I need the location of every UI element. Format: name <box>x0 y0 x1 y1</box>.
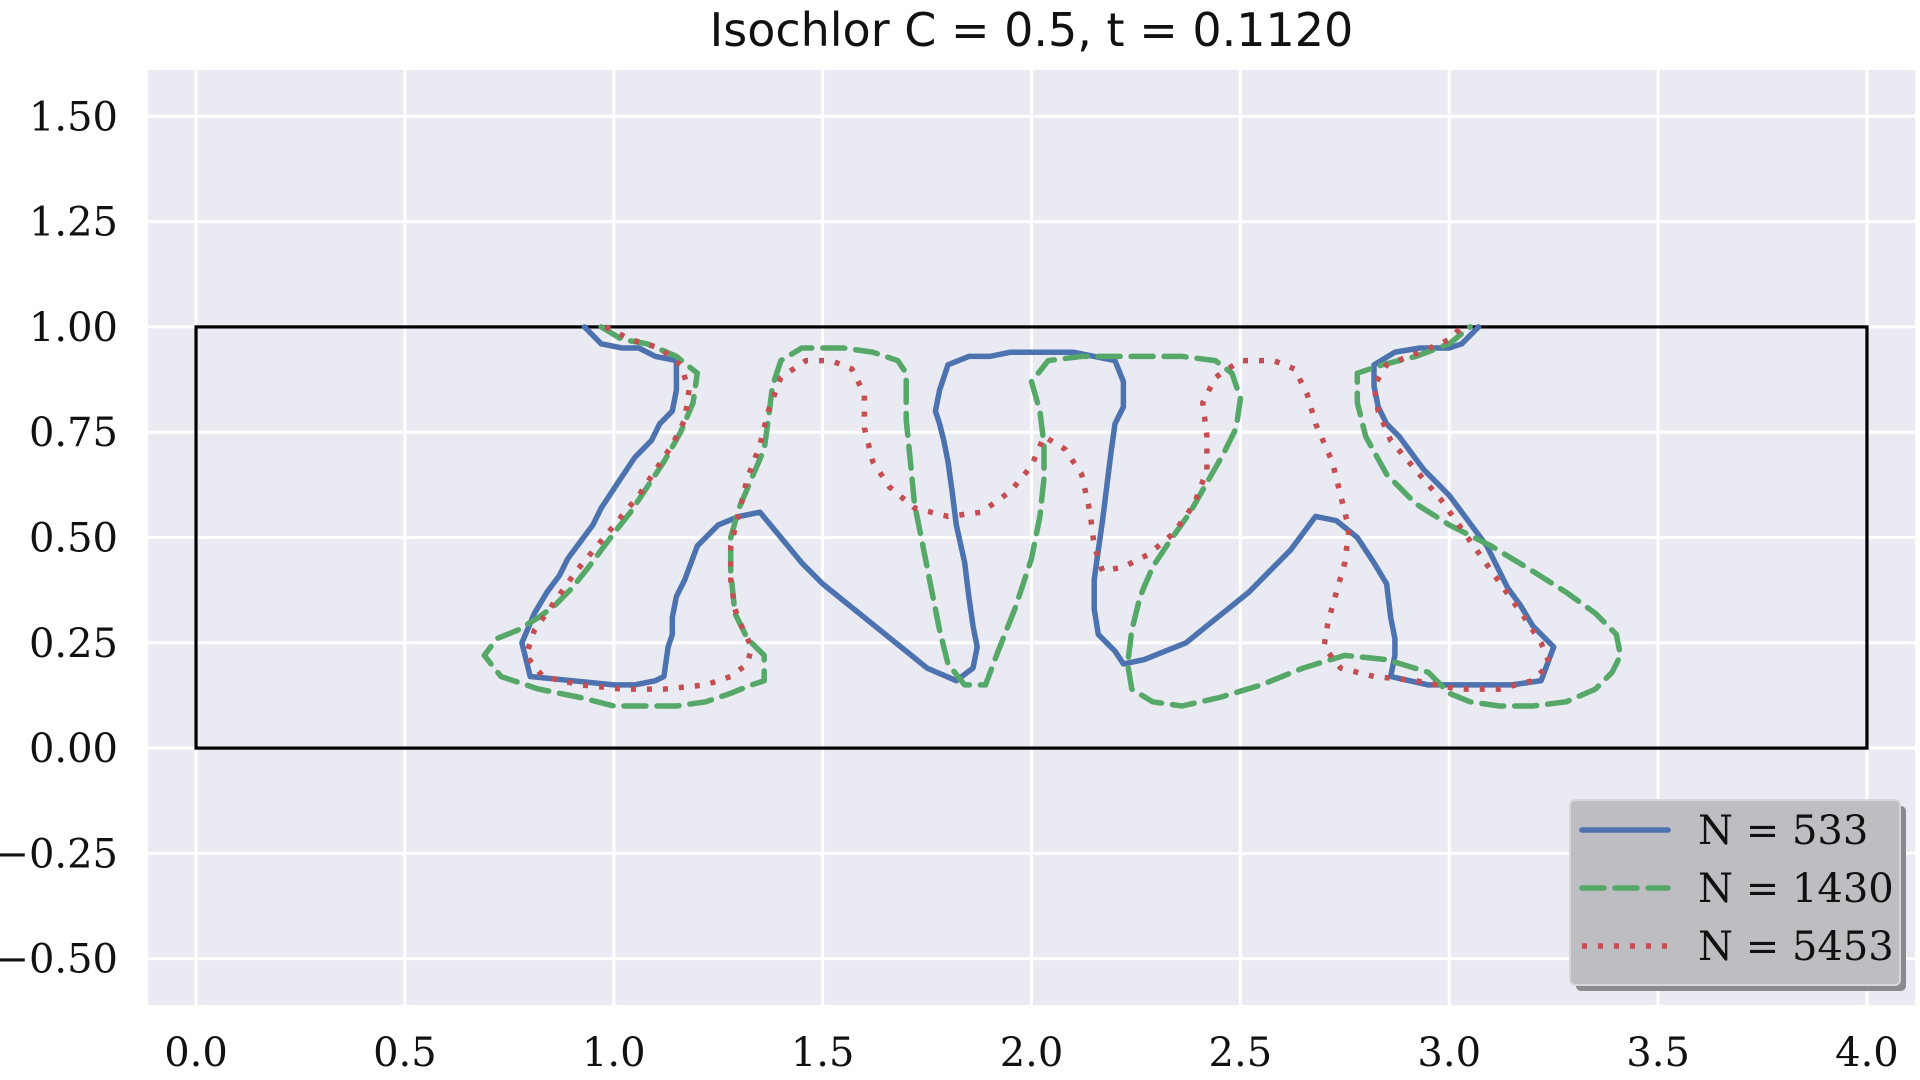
legend-label-3: N = 5453 <box>1698 924 1894 970</box>
legend-items: N = 533 N = 1430 N = 5453 <box>1579 808 1894 970</box>
y-tick-label: −0.50 <box>0 937 118 983</box>
series-layer <box>481 324 1624 709</box>
x-tick-label: 1.5 <box>791 1030 855 1076</box>
domain-box <box>194 325 1869 750</box>
y-tick-label: 1.25 <box>29 200 118 246</box>
x-tick-label: 3.0 <box>1417 1030 1481 1076</box>
y-tick-label: 0.75 <box>29 410 118 456</box>
legend-label-2: N = 1430 <box>1698 866 1894 912</box>
x-tick-label: 1.0 <box>582 1030 646 1076</box>
chart-title: Isochlor C = 0.5, t = 0.1120 <box>710 3 1354 57</box>
x-tick-label: 0.5 <box>373 1030 437 1076</box>
x-tick-label: 4.0 <box>1835 1030 1899 1076</box>
series-line-3 <box>523 324 1553 692</box>
legend: N = 533 N = 1430 N = 5453 <box>1569 799 1906 991</box>
x-tick-label: 0.0 <box>164 1030 228 1076</box>
y-tick-label: 0.50 <box>29 516 118 562</box>
y-tick-label: 0.25 <box>29 621 118 667</box>
series-line-2 <box>481 324 1624 709</box>
y-tick-label: 1.50 <box>29 94 118 140</box>
legend-label-1: N = 533 <box>1698 808 1868 854</box>
y-tick-label: −0.25 <box>0 831 118 877</box>
y-tick-label: 1.00 <box>29 305 118 351</box>
x-tick-label: 2.0 <box>1000 1030 1064 1076</box>
y-tick-label: 0.00 <box>29 726 118 772</box>
legend-box <box>1569 799 1901 986</box>
x-tick-label: 3.5 <box>1626 1030 1690 1076</box>
tick-labels: 0.0 0.5 1.0 1.5 2.0 2.5 3.0 3.5 4.0 −0.50 −0.25 0.0… <box>0 94 1899 1076</box>
x-tick-label: 2.5 <box>1209 1030 1273 1076</box>
